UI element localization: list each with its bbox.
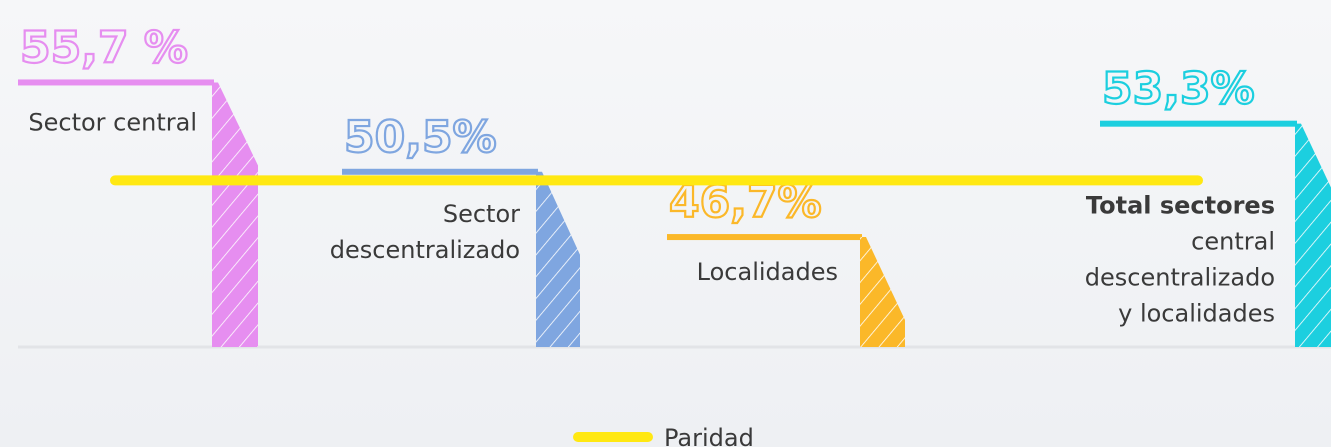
- bar-cap: [18, 79, 214, 86]
- value-label: 53,3%: [1102, 64, 1255, 115]
- bar-cap: [667, 234, 862, 241]
- value-label: 50,5%: [344, 112, 497, 163]
- category-label: Sector central: [28, 108, 197, 136]
- category-label: y localidades: [1118, 300, 1275, 328]
- bar-cap: [1100, 120, 1297, 127]
- category-label: descentralizado: [330, 236, 520, 264]
- bar: [212, 82, 258, 347]
- value-label: 55,7 %: [20, 22, 188, 73]
- category-label: Localidades: [697, 258, 838, 286]
- bar: [860, 237, 905, 347]
- bar: [536, 171, 580, 347]
- bar-cap: [342, 168, 538, 175]
- legend-label: Paridad: [664, 424, 754, 447]
- category-label: Total sectores: [1086, 192, 1275, 220]
- category-label: Sector: [443, 200, 520, 228]
- bar: [1295, 123, 1331, 347]
- category-label: descentralizado: [1085, 264, 1275, 292]
- category-label: central: [1191, 228, 1275, 256]
